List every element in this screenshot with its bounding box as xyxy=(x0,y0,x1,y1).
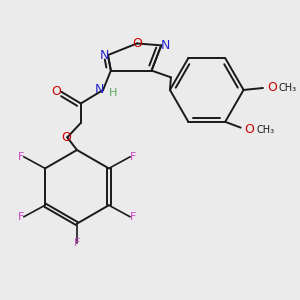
Text: CH₃: CH₃ xyxy=(256,124,274,135)
Text: O: O xyxy=(244,123,254,136)
Text: O: O xyxy=(267,82,277,94)
Text: O: O xyxy=(132,37,142,50)
Text: F: F xyxy=(74,238,80,248)
Text: N: N xyxy=(99,49,109,62)
Text: H: H xyxy=(109,88,117,98)
Text: F: F xyxy=(130,152,136,162)
Text: O: O xyxy=(52,85,61,98)
Text: N: N xyxy=(94,83,104,96)
Text: F: F xyxy=(17,152,24,162)
Text: N: N xyxy=(160,39,170,52)
Text: CH₃: CH₃ xyxy=(278,83,297,93)
Text: F: F xyxy=(17,212,24,222)
Text: F: F xyxy=(130,212,136,222)
Text: O: O xyxy=(61,131,71,144)
